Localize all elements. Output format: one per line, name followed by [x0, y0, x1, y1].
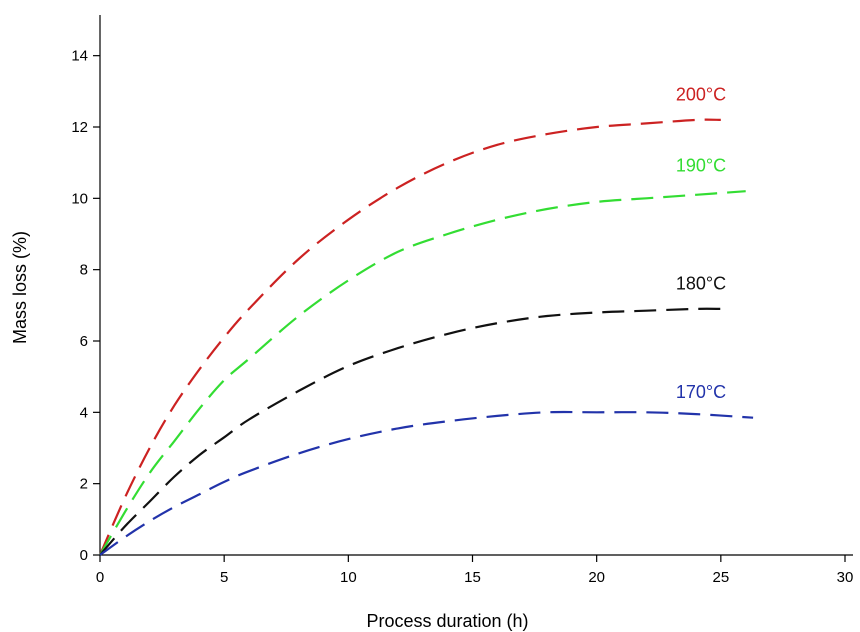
axes: 0 5 10 15 20 25 30 0 2 4 6 8 10 12 14 — [71, 15, 853, 586]
x-tick-label: 25 — [712, 569, 729, 586]
x-tick-label: 30 — [837, 569, 854, 586]
y-axis-title: Mass loss (%) — [10, 231, 30, 344]
y-tick-label: 4 — [80, 404, 88, 421]
y-tick-label: 14 — [71, 48, 88, 65]
x-tick-label: 10 — [340, 569, 357, 586]
series-label-200c: 200°C — [676, 84, 726, 104]
y-tick-label: 8 — [80, 262, 88, 279]
x-tick-label: 5 — [220, 569, 228, 586]
x-axis-title: Process duration (h) — [366, 611, 528, 631]
x-tick-label: 15 — [464, 569, 481, 586]
series-lines — [98, 118, 754, 556]
x-tick-label: 0 — [96, 569, 104, 586]
series-line-180c — [99, 307, 721, 556]
series-line-190c — [99, 190, 746, 556]
x-tick-label: 20 — [588, 569, 605, 586]
y-tick-label: 0 — [80, 547, 88, 564]
series-line-170c — [99, 410, 754, 556]
y-tick-label: 2 — [80, 476, 88, 493]
series-label-190c: 190°C — [676, 156, 726, 176]
y-tick-label: 10 — [71, 190, 88, 207]
series-label-180c: 180°C — [676, 273, 726, 293]
series-label-170c: 170°C — [676, 382, 726, 402]
y-tick-label: 12 — [71, 119, 88, 136]
series-labels: 200°C 190°C 180°C 170°C — [676, 84, 726, 402]
y-tick-label: 6 — [80, 333, 88, 350]
series-line-200c — [98, 118, 721, 556]
